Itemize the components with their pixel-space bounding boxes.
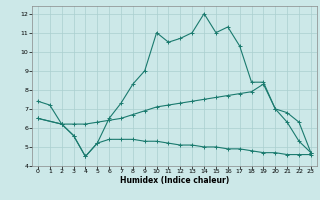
X-axis label: Humidex (Indice chaleur): Humidex (Indice chaleur) <box>120 176 229 185</box>
